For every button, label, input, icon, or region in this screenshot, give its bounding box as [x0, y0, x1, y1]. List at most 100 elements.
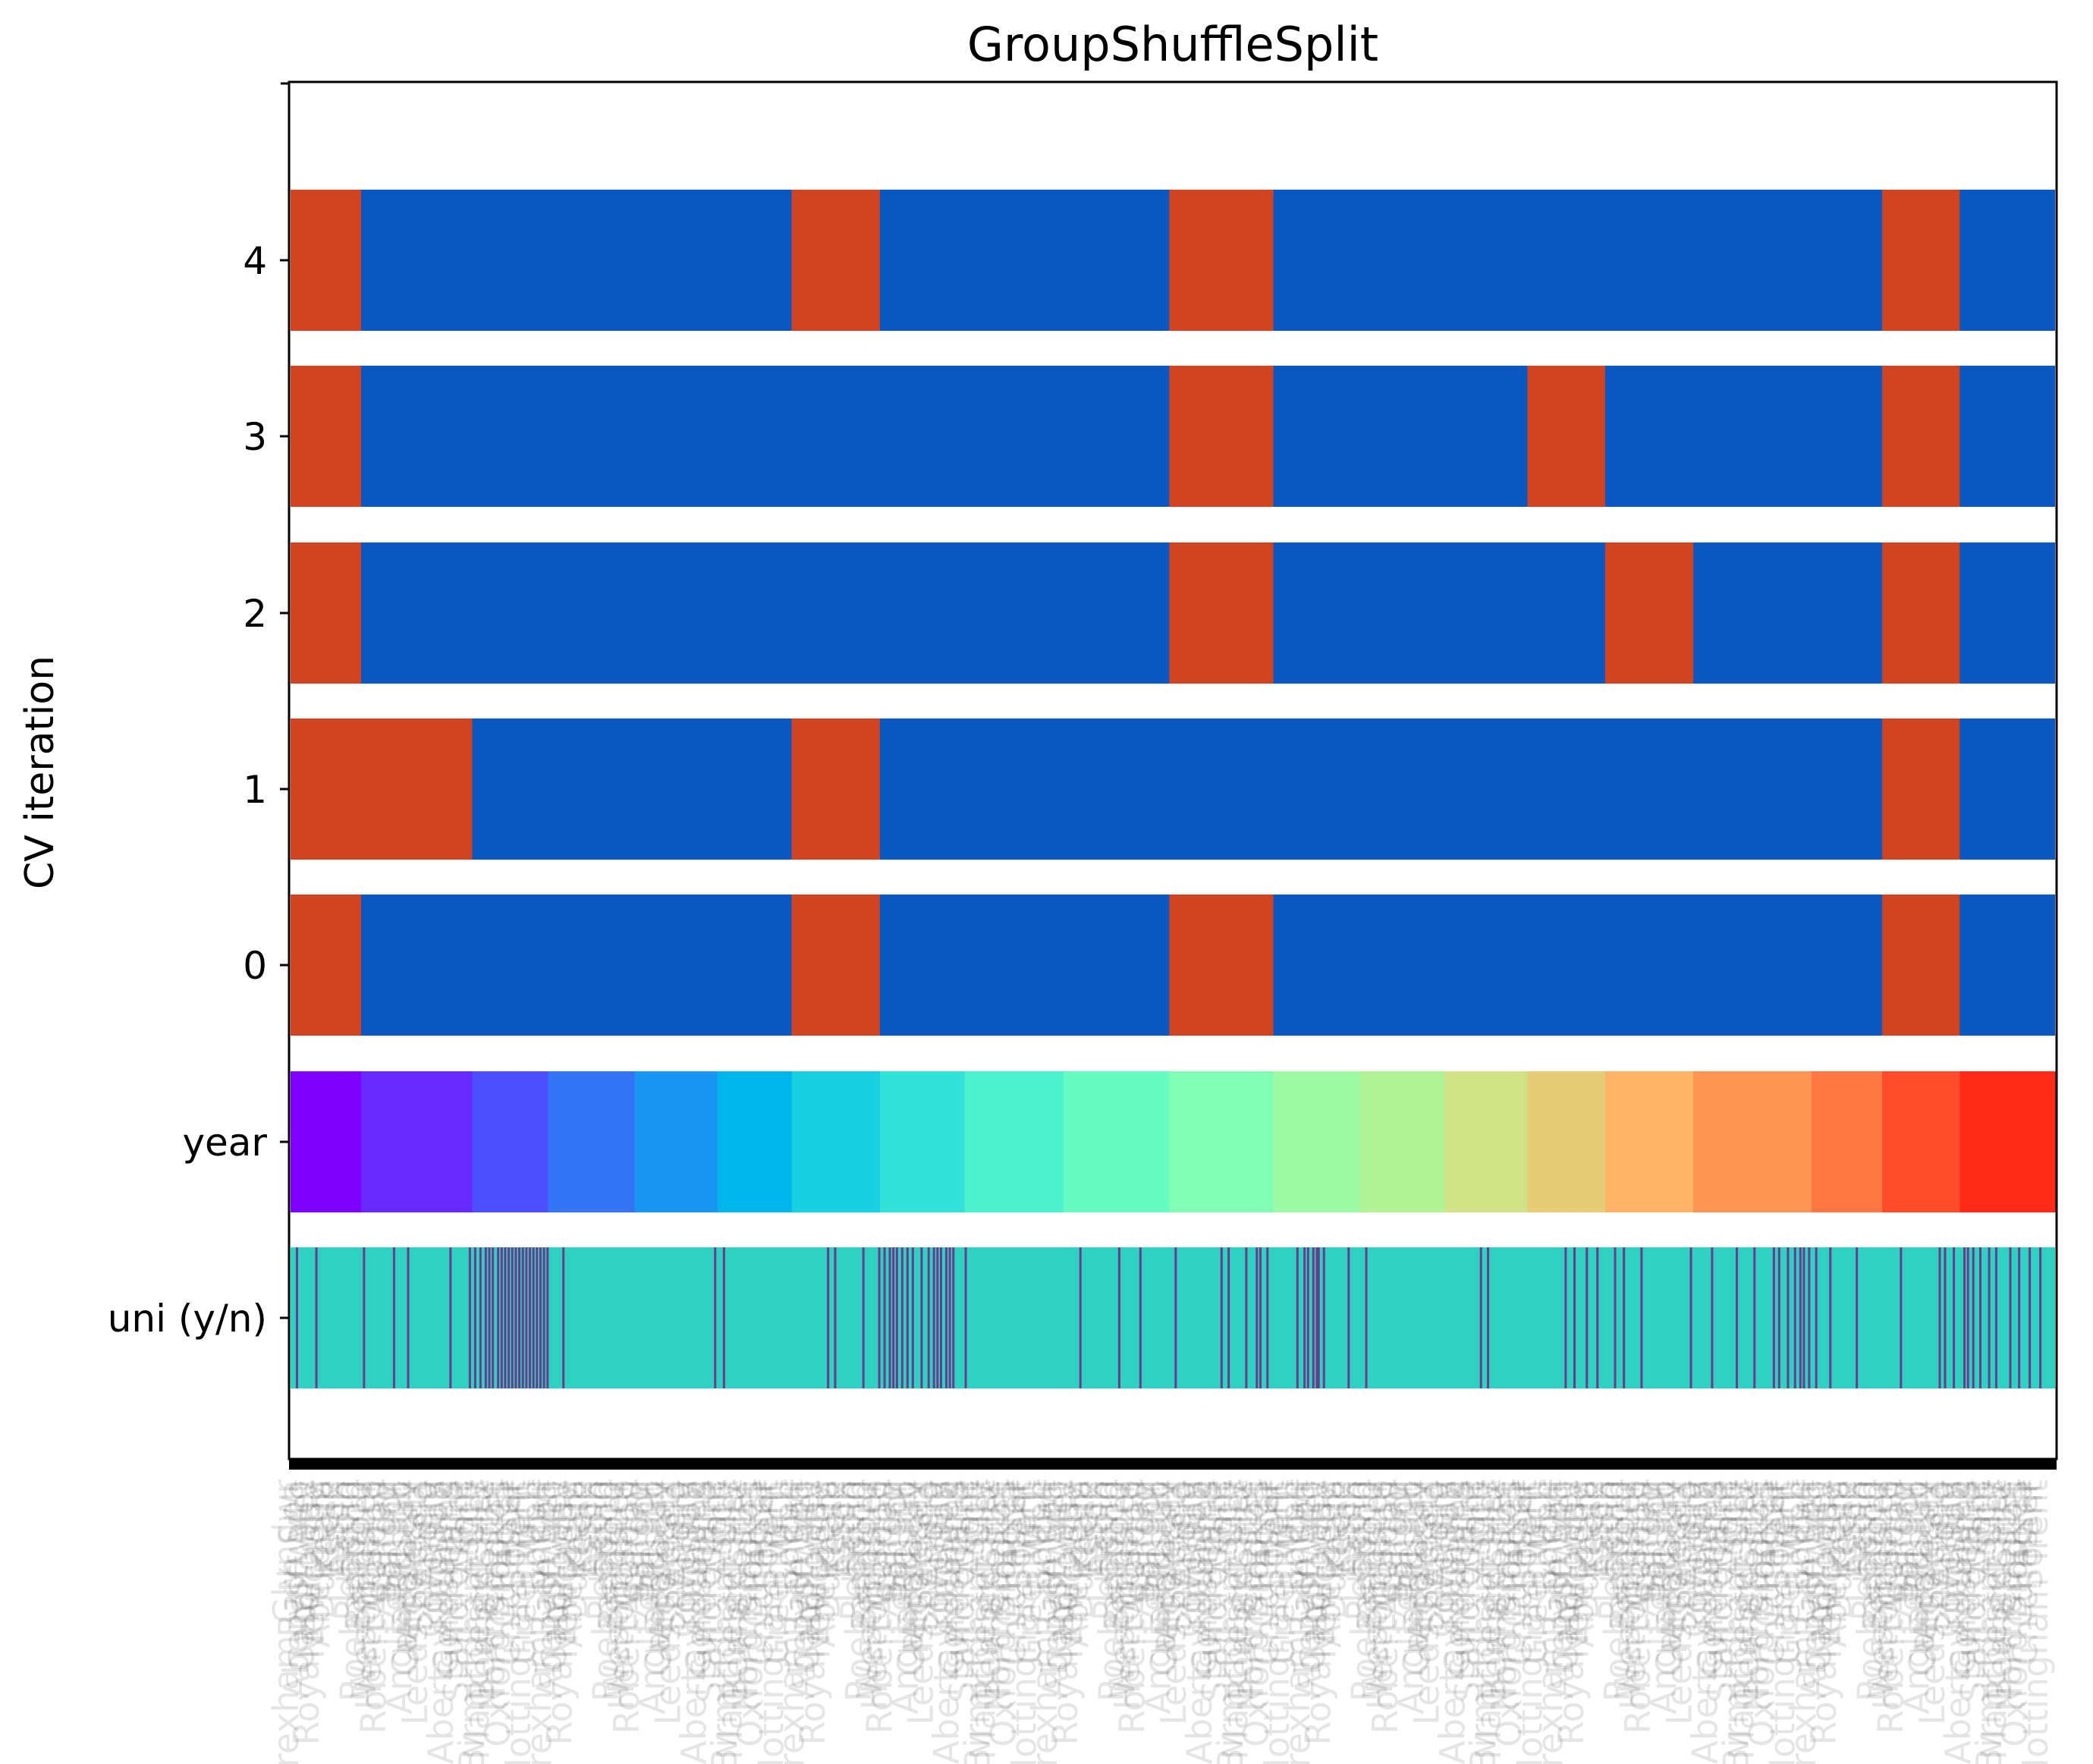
- uni-row-mark-46: [944, 1247, 948, 1388]
- x-tick-label: Abertay Dundee: [673, 1479, 714, 1764]
- x-tick-label: Hertfordshire: [1612, 1479, 1653, 1710]
- x-tick-label: Chichester: [2004, 1479, 2045, 1666]
- x-tick-label: Chichester: [740, 1479, 781, 1666]
- uni-row-mark-44: [936, 1247, 939, 1388]
- x-axis-tick-labels: Wrexham Glyndwr Bath Spa Aberystwyth Cardif…: [266, 1479, 2056, 1764]
- x-tick-label: Abertay Dundee: [926, 1479, 967, 1764]
- x-tick-label: Roehampton: [1597, 1479, 1638, 1702]
- x-tick-label: Cumbria: [1241, 1479, 1282, 1627]
- cv-row-0-test-segment-0: [291, 895, 362, 1036]
- uni-row-mark-14: [504, 1247, 507, 1388]
- year-segment-10: [1169, 1071, 1274, 1212]
- x-tick-label: Kingston: [921, 1479, 962, 1632]
- uni-row-mark-30: [827, 1247, 830, 1388]
- x-tick-label: Bolton: [1777, 1479, 1818, 1592]
- x-tick-label: Oxford Brookes: [1742, 1479, 1783, 1747]
- uni-row-mark-50: [1079, 1247, 1082, 1388]
- x-tick-label: Aberystwyth: [1035, 1479, 1076, 1699]
- x-tick-label: Goldsmiths: [678, 1479, 719, 1675]
- year-segment-13: [1444, 1071, 1529, 1212]
- x-tick-label: Aberdeen: [1814, 1479, 1855, 1648]
- x-tick-label: Oxford Brookes: [1994, 1479, 2035, 1747]
- x-tick-label: Newcastle: [544, 1479, 585, 1659]
- x-tick-label: Bedfordshire: [715, 1479, 756, 1702]
- x-tick-label: Royal Holloway: [792, 1479, 833, 1745]
- uni-row-mark-43: [932, 1247, 935, 1388]
- uni-row-mark-64: [1315, 1247, 1318, 1388]
- x-tick-label: Roehampton: [1091, 1479, 1132, 1702]
- uni-row-mark-7: [473, 1247, 476, 1388]
- x-tick-label: Hertfordshire: [601, 1479, 642, 1710]
- x-tick-label: Bath Spa: [1535, 1479, 1576, 1637]
- x-tick-label: Lincoln: [1840, 1479, 1881, 1603]
- x-tick-label: Wrexham Glyndwr: [1024, 1479, 1065, 1764]
- x-tick-label: Cumbria: [735, 1479, 776, 1627]
- x-tick-label: Keele: [306, 1479, 347, 1575]
- x-tick-label: Oxford Brookes: [983, 1479, 1024, 1747]
- x-tick-label: Abertay: [1623, 1479, 1664, 1617]
- x-tick-label: Bradford: [1602, 1479, 1643, 1631]
- x-tick-label: Newcastle: [1556, 1479, 1597, 1659]
- year-segment-2: [472, 1071, 549, 1212]
- x-tick-label: Lincoln: [1081, 1479, 1122, 1603]
- x-tick-label: Salford: [1375, 1479, 1416, 1602]
- x-tick-label: Robert Gordon: [1365, 1479, 1406, 1734]
- x-tick-label: Middlesex: [1148, 1479, 1189, 1655]
- uni-row-mark-18: [518, 1247, 521, 1388]
- uni-row-mark-91: [1856, 1247, 1859, 1388]
- x-tick-label: Aberdeen: [549, 1479, 590, 1648]
- x-tick-label: Nottingham Trent: [1762, 1479, 1803, 1764]
- uni-row-mark-79: [1711, 1247, 1714, 1388]
- x-tick-label: Chichester: [993, 1479, 1034, 1666]
- x-tick-label: Kent: [1199, 1479, 1240, 1558]
- x-tick-label: Newcastle: [797, 1479, 838, 1659]
- x-tick-label: Aston: [570, 1479, 611, 1579]
- uni-row-mark-61: [1303, 1247, 1306, 1388]
- uni-row-mark-19: [521, 1247, 524, 1388]
- x-tick-label: Middlesex: [1906, 1479, 1947, 1655]
- uni-row-mark-77: [1640, 1247, 1643, 1388]
- x-tick-label: Solent: [1504, 1479, 1545, 1590]
- x-tick-label: Salford: [1122, 1479, 1163, 1602]
- x-tick-label: Cardiff Met: [787, 1479, 828, 1671]
- x-tick-label: Robert Gordon: [354, 1479, 394, 1734]
- cv-row-4-test-segment-0: [291, 190, 362, 331]
- uni-row-mark-75: [1614, 1247, 1617, 1388]
- x-tick-label: Bolton: [1525, 1479, 1566, 1592]
- x-tick-label: Canterbury: [1901, 1479, 1942, 1676]
- x-tick-label: Bangor: [1886, 1479, 1927, 1605]
- x-tick-label: Manchester Met: [457, 1479, 498, 1760]
- uni-row-mark-81: [1753, 1247, 1756, 1388]
- uni-row-mark-41: [920, 1247, 923, 1388]
- x-tick-label: Hertfordshire: [854, 1479, 895, 1710]
- x-tick-label: Coventry: [1927, 1479, 1968, 1638]
- x-tick-label: Durham: [302, 1479, 343, 1620]
- x-tick-label: Middlesex: [1654, 1479, 1695, 1655]
- uni-row-mark-58: [1259, 1247, 1262, 1388]
- x-tick-label: Canterbury: [637, 1479, 678, 1676]
- year-segment-19: [1959, 1071, 2056, 1212]
- x-tick-label: Staffordshire: [689, 1479, 730, 1703]
- x-tick-label: Edge Hill: [1133, 1479, 1174, 1634]
- uni-row-mark-98: [1972, 1247, 1975, 1388]
- x-tick-label: Essex: [1324, 1479, 1365, 1580]
- uni-row-mark-33: [878, 1247, 881, 1388]
- x-tick-label: Manchester Met: [709, 1479, 750, 1760]
- x-tick-label: Middlesex: [1401, 1479, 1442, 1655]
- x-tick-label: Salford: [1881, 1479, 1922, 1602]
- uni-row-mark-101: [1994, 1247, 1997, 1388]
- uni-row-mark-67: [1347, 1247, 1350, 1388]
- y-tick-label: year: [182, 1121, 267, 1165]
- x-tick-label: Sunderland: [1695, 1479, 1736, 1679]
- x-tick-label: Edge Hill: [374, 1479, 415, 1634]
- x-tick-label: Aston: [823, 1479, 864, 1579]
- x-tick-label: Hertfordshire: [348, 1479, 389, 1710]
- x-tick-label: Anglia Ruskin: [1391, 1479, 1431, 1715]
- x-tick-label: Essex: [818, 1479, 859, 1580]
- x-tick-label: Reading: [1339, 1479, 1380, 1621]
- x-tick-label: Robert Gordon: [859, 1479, 900, 1734]
- uni-row-mark-80: [1735, 1247, 1738, 1388]
- uni-row-mark-34: [883, 1247, 886, 1388]
- y-tick-label: 1: [243, 768, 267, 812]
- uni-row-mark-4: [407, 1247, 410, 1388]
